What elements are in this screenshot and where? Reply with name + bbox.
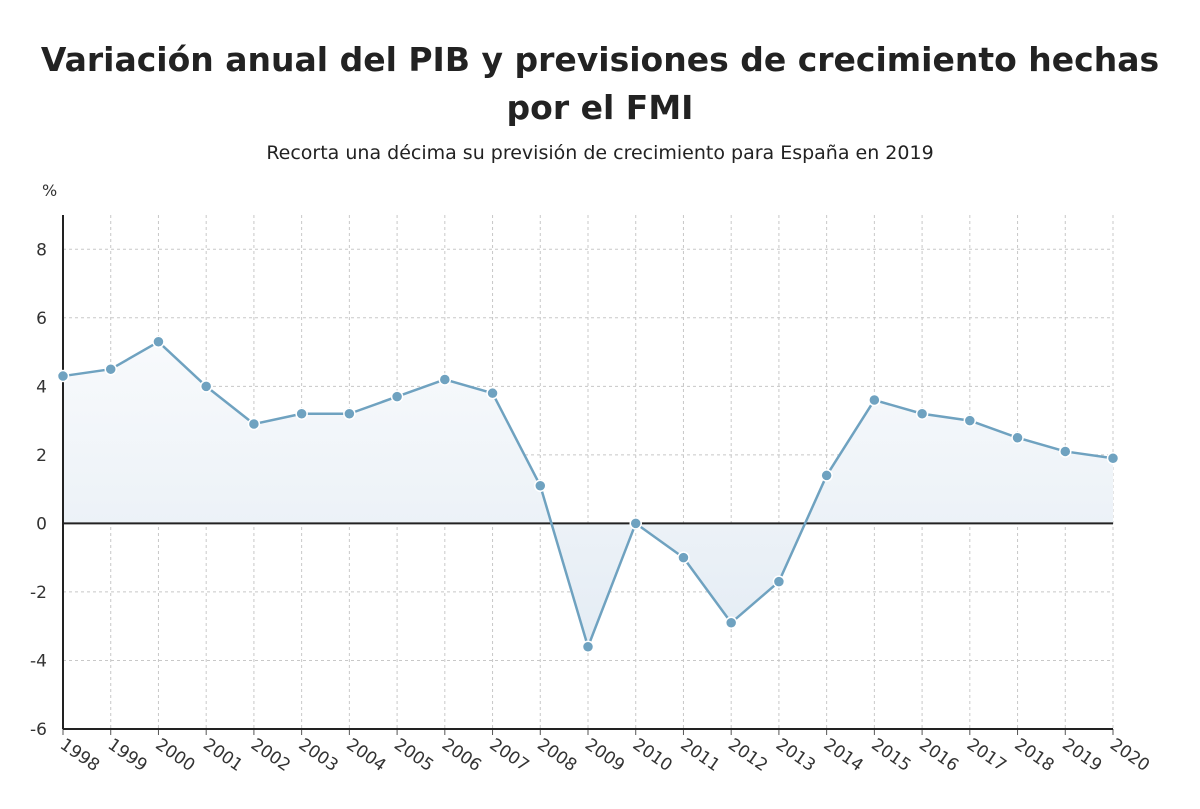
x-tick-label: 2007 <box>486 735 533 776</box>
data-point[interactable] <box>629 517 642 530</box>
x-tick-label: 2012 <box>724 735 771 776</box>
x-tick-label: 2003 <box>295 735 342 776</box>
series-area <box>63 341 1113 647</box>
data-point[interactable] <box>1106 452 1120 465</box>
x-tick-label: 1999 <box>104 735 151 776</box>
x-tick-label: 2009 <box>581 735 628 776</box>
x-tick-label: 2019 <box>1058 735 1105 776</box>
data-point[interactable] <box>438 373 452 386</box>
data-point[interactable] <box>915 407 929 420</box>
x-tick-label: 2004 <box>342 735 389 776</box>
y-tick-label: 0 <box>36 514 47 534</box>
data-point[interactable] <box>247 417 261 431</box>
data-point[interactable] <box>295 407 308 420</box>
x-tick-label: 2017 <box>963 735 1010 776</box>
y-tick-label: 4 <box>36 377 47 397</box>
x-tick-label: 1998 <box>56 735 103 776</box>
data-point[interactable] <box>868 393 881 407</box>
data-point[interactable] <box>677 551 690 564</box>
data-point[interactable] <box>56 369 70 383</box>
x-tick-label: 2014 <box>820 735 867 776</box>
x-tick-label: 2008 <box>533 735 580 776</box>
data-point[interactable] <box>581 640 595 654</box>
x-tick-label: 2015 <box>867 735 914 776</box>
x-tick-label: 2005 <box>390 735 437 776</box>
x-tick-label: 2000 <box>152 735 199 776</box>
x-tick-label: 2013 <box>772 735 819 776</box>
data-point[interactable] <box>390 390 404 403</box>
chart-title: Variación anual del PIB y previsiones de… <box>40 40 1160 127</box>
data-point[interactable] <box>534 479 547 492</box>
data-point[interactable] <box>343 407 356 420</box>
data-point[interactable] <box>1059 445 1072 458</box>
data-point[interactable] <box>486 386 499 400</box>
x-tick-label: 2011 <box>677 735 724 776</box>
y-axis-unit: % <box>42 181 57 200</box>
data-point[interactable] <box>199 380 213 393</box>
data-point[interactable] <box>152 335 165 349</box>
x-tick-label: 2020 <box>1106 735 1153 776</box>
y-tick-label: 8 <box>36 240 47 260</box>
data-point[interactable] <box>963 414 977 427</box>
y-tick-label: 2 <box>36 446 47 466</box>
chart-subtitle: Recorta una décima su previsión de creci… <box>266 142 934 164</box>
x-tick-label: 2016 <box>915 735 962 776</box>
x-tick-label: 2002 <box>247 735 294 776</box>
y-tick-label: -2 <box>30 583 47 603</box>
data-point[interactable] <box>104 362 117 376</box>
data-point[interactable] <box>772 575 786 588</box>
y-tick-label: 6 <box>36 309 47 329</box>
x-tick-label: 2001 <box>199 735 246 776</box>
data-point[interactable] <box>820 469 833 482</box>
data-point[interactable] <box>724 616 738 630</box>
x-tick-label: 2006 <box>438 735 485 776</box>
x-tick-label: 2018 <box>1011 735 1058 776</box>
data-point[interactable] <box>1011 431 1024 444</box>
x-tick-label: 2010 <box>629 735 676 776</box>
y-tick-label: -6 <box>30 720 47 740</box>
y-tick-label: -4 <box>30 651 47 671</box>
